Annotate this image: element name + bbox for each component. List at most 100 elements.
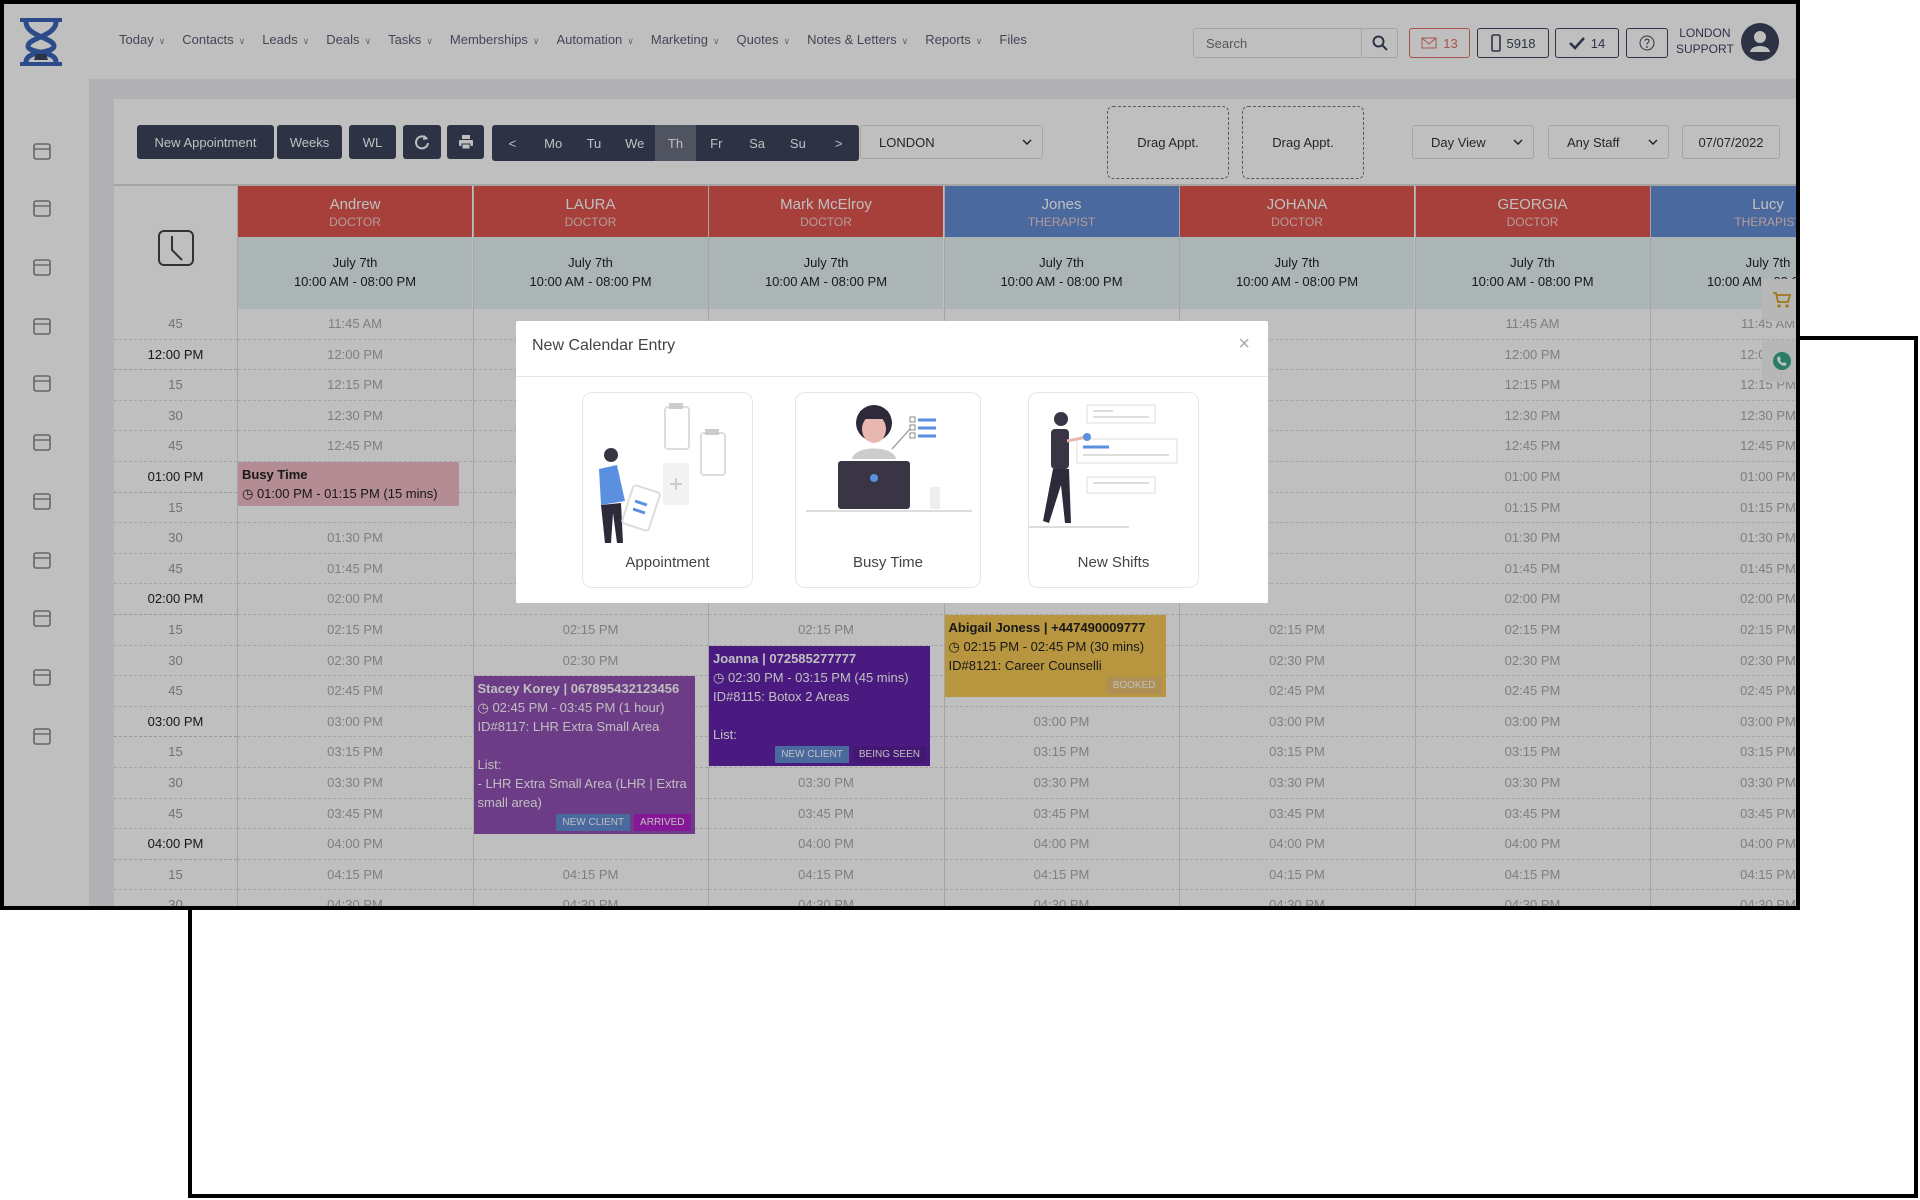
time-slot[interactable]	[1180, 554, 1414, 585]
nav-item-today[interactable]: Today ∨	[119, 32, 165, 47]
location-select[interactable]: LONDON	[860, 125, 1043, 159]
time-slot[interactable]: 02:30 PM	[473, 646, 708, 677]
cart-float-button[interactable]	[1762, 279, 1796, 321]
calls-button[interactable]: 5918	[1477, 28, 1549, 58]
copy-icon[interactable]	[30, 255, 54, 279]
time-slot[interactable]: 03:15 PM	[1180, 737, 1414, 768]
time-slot[interactable]: 04:00 PM	[238, 829, 472, 860]
time-slot[interactable]: 01:45 PM	[238, 554, 472, 585]
time-slot[interactable]: 04:15 PM	[944, 860, 1179, 891]
day-button-sa[interactable]: Sa	[749, 135, 766, 151]
nav-item-quotes[interactable]: Quotes ∨	[737, 32, 791, 47]
tasks-button[interactable]: 14	[1555, 28, 1619, 58]
new-shifts-option[interactable]: New Shifts	[1028, 392, 1199, 588]
nav-item-contacts[interactable]: Contacts ∨	[182, 32, 245, 47]
time-slot[interactable]: 01:30 PM	[1415, 523, 1650, 554]
nav-item-automation[interactable]: Automation ∨	[557, 32, 634, 47]
date-input[interactable]: 07/07/2022	[1682, 125, 1780, 159]
time-slot[interactable]: 04:15 PM	[1415, 860, 1650, 891]
time-slot[interactable]	[1180, 340, 1414, 371]
nav-item-reports[interactable]: Reports ∨	[925, 32, 982, 47]
time-slot[interactable]: 02:15 PM	[1651, 615, 1796, 646]
time-slot[interactable]: 01:30 PM	[238, 523, 472, 554]
staff-header[interactable]: Andrew DOCTOR	[238, 186, 472, 237]
day-button-tu[interactable]: Tu	[586, 135, 602, 151]
time-slot[interactable]: 01:15 PM	[1651, 493, 1796, 524]
time-slot[interactable]: 03:30 PM	[709, 768, 943, 799]
search-input[interactable]	[1194, 29, 1361, 57]
refresh-button[interactable]	[403, 125, 441, 159]
time-slot[interactable]: 12:00 PM	[238, 340, 472, 371]
staff-select[interactable]: Any Staff	[1548, 125, 1669, 159]
day-button-prev[interactable]: <	[508, 135, 517, 151]
time-slot[interactable]: 02:00 PM	[1415, 584, 1650, 615]
help-button[interactable]	[1626, 28, 1668, 58]
avatar[interactable]	[1741, 23, 1779, 61]
time-slot[interactable]: 04:30 PM	[1416, 890, 1650, 906]
hourglass-logo-icon[interactable]	[18, 16, 64, 68]
time-slot[interactable]: 01:00 PM	[1651, 462, 1796, 493]
print-button[interactable]	[447, 125, 484, 159]
time-slot[interactable]: 01:45 PM	[1415, 554, 1650, 585]
time-slot[interactable]: 01:15 PM	[1415, 493, 1650, 524]
weeks-button[interactable]: Weeks	[277, 125, 342, 159]
time-slot[interactable]: 02:30 PM	[1180, 646, 1414, 677]
time-slot[interactable]: 02:15 PM	[709, 615, 943, 646]
day-button-su[interactable]: Su	[789, 135, 806, 151]
time-slot[interactable]: 12:45 PM	[238, 431, 472, 462]
calendar-event[interactable]: Abigail Joness | +447490009777 ◷ 02:15 PM…	[944, 615, 1166, 697]
time-slot[interactable]	[1180, 584, 1414, 615]
day-button-fr[interactable]: Fr	[710, 135, 723, 151]
time-slot[interactable]: 02:45 PM	[1415, 676, 1650, 707]
time-slot[interactable]: 02:15 PM	[1415, 615, 1650, 646]
time-slot[interactable]: 03:15 PM	[1415, 737, 1650, 768]
time-slot[interactable]: 04:30 PM	[1651, 890, 1796, 906]
time-slot[interactable]: 03:45 PM	[1415, 799, 1650, 830]
new-appointment-button[interactable]: New Appointment	[137, 125, 274, 159]
time-slot[interactable]: 12:15 PM	[238, 370, 472, 401]
time-slot[interactable]: 04:00 PM	[1651, 829, 1796, 860]
time-slot[interactable]: 01:45 PM	[1651, 554, 1796, 585]
day-button-th[interactable]: Th	[655, 125, 696, 161]
time-slot[interactable]: 03:15 PM	[1651, 737, 1796, 768]
time-slot[interactable]: 04:15 PM	[473, 860, 708, 891]
time-slot[interactable]: 03:00 PM	[238, 707, 472, 738]
time-slot[interactable]: 03:45 PM	[709, 799, 943, 830]
time-slot[interactable]: 04:15 PM	[1180, 860, 1414, 891]
time-slot[interactable]: 03:15 PM	[238, 737, 472, 768]
time-slot[interactable]: 02:45 PM	[1651, 676, 1796, 707]
history-icon[interactable]	[30, 371, 54, 395]
view-select[interactable]: Day View	[1412, 125, 1534, 159]
time-slot[interactable]: 04:15 PM	[709, 860, 943, 891]
calendar-event[interactable]: Joanna | 072585277777 ◷ 02:30 PM - 03:15 …	[709, 645, 930, 766]
time-slot[interactable]	[1180, 523, 1414, 554]
time-slot[interactable]	[709, 584, 943, 615]
time-slot[interactable]	[1180, 401, 1414, 432]
time-slot[interactable]: 02:00 PM	[1651, 584, 1796, 615]
time-slot[interactable]: 03:45 PM	[944, 799, 1179, 830]
time-slot[interactable]: 02:15 PM	[238, 615, 472, 646]
time-slot[interactable]	[944, 676, 1179, 707]
time-slot[interactable]	[1180, 493, 1414, 524]
time-slot[interactable]: 03:30 PM	[238, 768, 472, 799]
time-slot[interactable]	[1180, 462, 1414, 493]
time-slot[interactable]: 03:00 PM	[1180, 707, 1414, 738]
time-slot[interactable]	[473, 829, 708, 860]
time-slot[interactable]: 03:00 PM	[944, 707, 1179, 738]
calendar-icon[interactable]	[30, 139, 54, 163]
time-slot[interactable]: 04:00 PM	[1415, 829, 1650, 860]
cart-icon[interactable]	[30, 489, 54, 513]
staff-header[interactable]: Mark McElroy DOCTOR	[709, 186, 943, 237]
time-slot[interactable]: 01:00 PM	[1415, 462, 1650, 493]
time-slot[interactable]: 02:00 PM	[238, 584, 472, 615]
time-slot[interactable]: 12:30 PM	[1651, 401, 1796, 432]
drag-appointment-slot-1[interactable]: Drag Appt.	[1107, 106, 1229, 179]
time-slot[interactable]	[473, 584, 708, 615]
staff-header[interactable]: Jones THERAPIST	[944, 186, 1179, 237]
search-button[interactable]	[1361, 29, 1397, 57]
time-slot[interactable]: 03:30 PM	[944, 768, 1179, 799]
time-slot[interactable]: 03:45 PM	[238, 799, 472, 830]
time-slot[interactable]: 02:30 PM	[1415, 646, 1650, 677]
time-slot[interactable]	[1180, 309, 1414, 340]
calendar-event[interactable]: Stacey Korey | 067895432123456 ◷ 02:45 PM…	[473, 676, 695, 835]
